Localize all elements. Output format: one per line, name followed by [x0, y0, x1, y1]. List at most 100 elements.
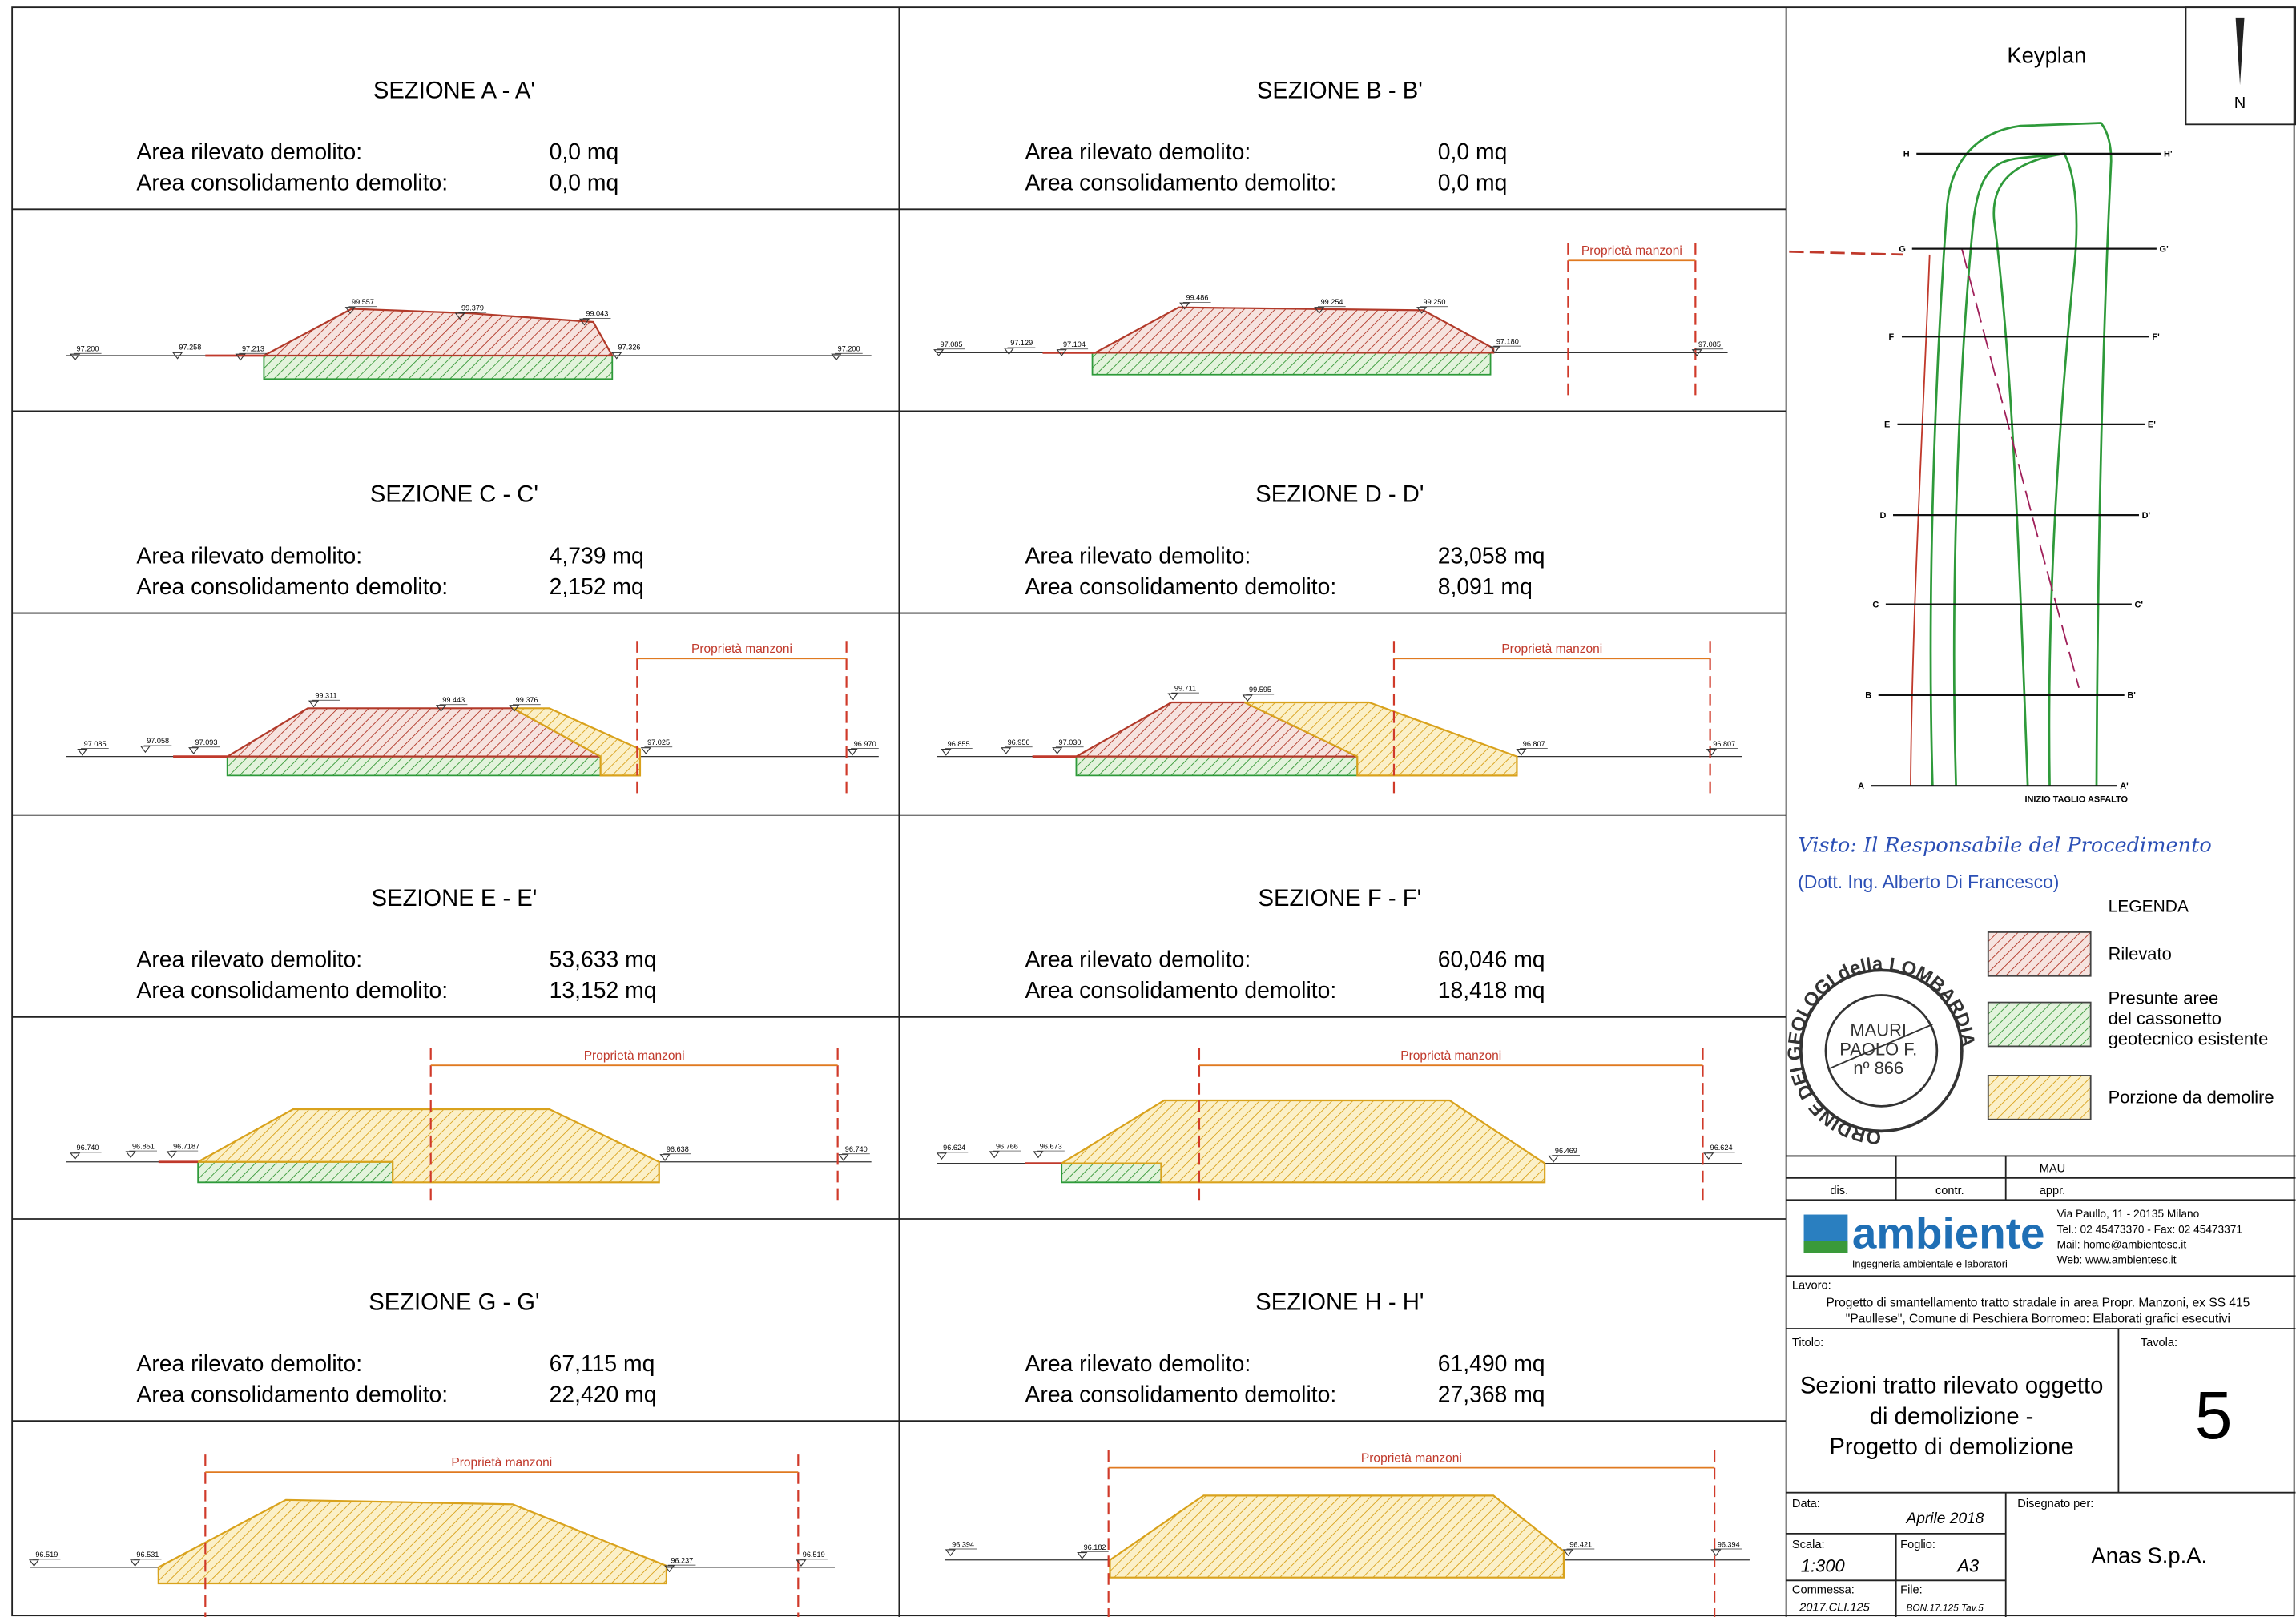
section-title: SEZIONE B - B' — [1257, 78, 1423, 103]
elevation-marker — [344, 307, 356, 314]
elevation-label: 96.519 — [803, 1551, 825, 1559]
elevation-label: 96.421 — [1569, 1540, 1592, 1548]
commessa-label: Commessa: — [1792, 1584, 1855, 1597]
elevation-label: 99.595 — [1249, 686, 1271, 694]
elevation-marker — [1562, 1549, 1573, 1557]
elevation-label: 97.093 — [195, 738, 218, 746]
scala: 1:300 — [1801, 1555, 1845, 1575]
area-label: Area rilevato demolito: — [136, 1351, 362, 1377]
elevation-marker — [166, 1151, 177, 1159]
elevation-marker — [77, 748, 88, 756]
area-value: 0,0 mq — [1438, 139, 1508, 165]
area-value: 60,046 mq — [1438, 947, 1545, 973]
elevation-marker — [989, 1151, 1000, 1159]
section-key-right: E' — [2148, 420, 2156, 430]
section-key-left: D — [1880, 511, 1887, 521]
section-key-right: A' — [2120, 782, 2129, 791]
elevation-label: 96.624 — [943, 1144, 965, 1152]
elevation-marker — [796, 1559, 807, 1567]
consolidation-area — [226, 755, 602, 777]
elevation-marker — [1489, 346, 1500, 354]
elevation-marker — [308, 700, 320, 708]
elevation-marker — [188, 747, 199, 754]
elevation-marker — [139, 746, 151, 754]
consolidation-area — [263, 355, 614, 380]
consolidation-area — [197, 1160, 394, 1184]
elevation-marker — [1167, 693, 1178, 701]
stamp-line: PAOLO F. — [1839, 1039, 1917, 1059]
elevation-label: 96.519 — [35, 1551, 58, 1559]
demolition-area — [1058, 1099, 1546, 1184]
elevation-label: 99.557 — [352, 298, 374, 306]
area-label: Area rilevato demolito: — [1025, 1351, 1251, 1377]
address: Mail: home@ambientesc.it — [2057, 1239, 2187, 1251]
appr: appr. — [2040, 1185, 2066, 1197]
stamp-line: MAURI — [1850, 1020, 1907, 1040]
legend-text: del cassonetto — [2109, 1008, 2221, 1028]
elevation-label: 97.200 — [77, 345, 99, 353]
elevation-label: 99.443 — [442, 696, 465, 704]
area-value: 0,0 mq — [550, 171, 619, 196]
elevation-label: 97.085 — [84, 740, 107, 748]
elevation-label: 97.180 — [1496, 337, 1519, 345]
legend-text: geotecnico esistente — [2109, 1029, 2269, 1049]
titolo: Progetto di demolizione — [1829, 1434, 2073, 1460]
keyplan-road — [1789, 122, 2113, 786]
area-label: Area rilevato demolito: — [1025, 947, 1251, 973]
embankment-area — [263, 308, 614, 357]
section-key-left: G — [1899, 244, 1906, 254]
consolidation-area — [1075, 755, 1359, 777]
demolition-area — [512, 707, 642, 777]
elevation-marker — [509, 705, 520, 712]
sheet-frame — [11, 6, 2296, 1617]
area-label: Area consolidamento demolito: — [1025, 978, 1337, 1004]
elevation-marker — [130, 1559, 141, 1567]
elevation-marker — [1703, 1152, 1714, 1160]
area-value: 2,152 mq — [550, 574, 644, 600]
elevation-marker — [70, 1152, 81, 1160]
elevation-marker — [847, 748, 858, 756]
elevation-label: 96.807 — [1713, 740, 1735, 748]
elevation-marker — [1691, 349, 1702, 356]
area-value: 4,739 mq — [550, 543, 644, 569]
consolidation-area — [1091, 352, 1492, 376]
address: Web: www.ambientesc.it — [2057, 1254, 2177, 1266]
elevation-label: 96.807 — [1523, 740, 1545, 748]
elevation-label: 97.085 — [1698, 340, 1721, 348]
property-label: Proprietà manzoni — [1400, 1049, 1501, 1063]
elevation-marker — [1056, 349, 1067, 356]
elevation-marker — [659, 1154, 671, 1161]
elevation-label: 97.104 — [1063, 340, 1086, 348]
area-label: Area consolidamento demolito: — [1025, 171, 1337, 196]
disegnato: Anas S.p.A. — [2091, 1543, 2207, 1567]
property-label: Proprietà manzoni — [1361, 1451, 1462, 1465]
titolo: di demolizione - — [1870, 1404, 2034, 1430]
area-label: Area rilevato demolito: — [1025, 139, 1251, 165]
commessa: 2017.CLI.125 — [1799, 1602, 1871, 1615]
elevation-marker — [1052, 747, 1063, 754]
data-label: Data: — [1792, 1498, 1820, 1510]
elevation-marker — [1003, 348, 1014, 356]
elevation-marker — [936, 1152, 947, 1160]
section-title: SEZIONE G - G' — [369, 1289, 539, 1315]
elevation-marker — [172, 352, 183, 360]
elevation-marker — [1516, 748, 1527, 756]
area-value: 27,368 mq — [1438, 1382, 1545, 1407]
titolo: Sezioni tratto rilevato oggetto — [1800, 1373, 2103, 1398]
area-label: Area consolidamento demolito: — [1025, 1382, 1337, 1407]
elevation-marker — [70, 353, 81, 361]
elevation-label: 96.740 — [845, 1145, 868, 1153]
elevation-marker — [1077, 1552, 1088, 1559]
property-label: Proprietà manzoni — [1501, 642, 1602, 656]
area-value: 13,152 mq — [550, 978, 657, 1004]
elevation-marker — [831, 353, 842, 361]
demolition-area — [157, 1498, 667, 1585]
signatory: (Dott. Ing. Alberto Di Francesco) — [1798, 871, 2059, 892]
legend-text: Porzione da demolire — [2109, 1088, 2274, 1108]
elevation-marker — [1416, 307, 1428, 314]
section-title: SEZIONE C - C' — [370, 482, 538, 508]
elevation-label: 97.030 — [1059, 738, 1082, 746]
section-key-right: D' — [2142, 511, 2151, 521]
elevation-label: 96.638 — [667, 1145, 689, 1153]
consolidation-area — [1061, 1162, 1162, 1184]
